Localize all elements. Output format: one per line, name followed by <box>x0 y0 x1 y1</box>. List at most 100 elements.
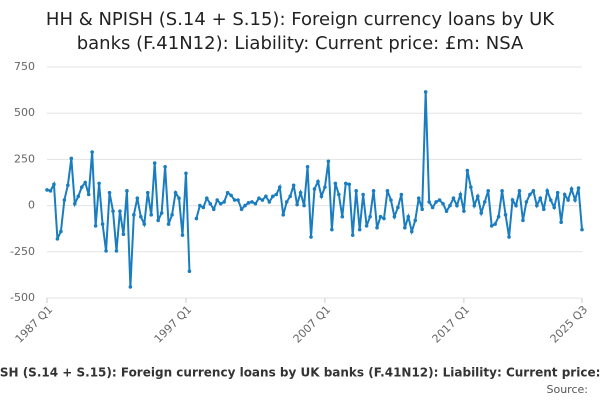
data-point <box>378 214 383 219</box>
data-point <box>323 185 327 189</box>
chart-title: HH & NPISH (S.14 + S.15): Foreign curren… <box>46 9 555 30</box>
data-point <box>156 218 160 223</box>
data-point <box>298 190 303 195</box>
data-point <box>246 201 251 205</box>
data-point <box>479 211 484 215</box>
data-point <box>215 198 220 202</box>
data-point <box>194 216 199 221</box>
data-point <box>177 196 181 201</box>
data-point <box>229 193 233 198</box>
data-point <box>253 201 258 206</box>
data-point <box>236 198 240 202</box>
data-point <box>284 200 289 204</box>
data-point <box>111 209 115 213</box>
data-point <box>517 189 522 193</box>
data-point <box>528 192 532 197</box>
data-point <box>562 192 567 197</box>
data-point <box>552 205 557 210</box>
data-point <box>205 196 209 201</box>
data-point <box>413 218 418 223</box>
data-point <box>555 190 560 195</box>
data-point <box>475 194 480 199</box>
data-point <box>423 90 428 94</box>
y-tick-label: 500 <box>14 106 35 119</box>
data-point <box>566 198 570 202</box>
data-point <box>277 185 282 189</box>
data-point <box>319 194 324 199</box>
data-point <box>312 187 317 191</box>
data-point <box>430 205 435 210</box>
data-point <box>350 233 355 237</box>
data-point <box>469 185 473 189</box>
data-point <box>482 200 487 204</box>
data-point <box>225 190 230 195</box>
data-point <box>507 235 511 239</box>
data-point <box>465 168 470 173</box>
data-point <box>416 196 421 201</box>
data-point <box>250 200 254 204</box>
data-point <box>399 192 404 197</box>
data-point <box>347 182 352 187</box>
data-point <box>218 201 223 206</box>
data-point <box>170 213 174 217</box>
data-point <box>198 203 202 208</box>
data-point <box>573 198 577 202</box>
data-point <box>97 181 101 186</box>
data-point <box>580 227 584 232</box>
x-tick-label: 2025 Q3 <box>548 303 591 346</box>
data-point <box>208 201 213 206</box>
data-point <box>486 189 491 193</box>
data-point <box>403 225 407 230</box>
data-point <box>302 203 306 208</box>
data-point <box>125 189 129 193</box>
data-point <box>545 189 550 193</box>
chart-title: banks (F.41N12): Liability: Current pric… <box>77 33 524 54</box>
data-point <box>239 207 244 212</box>
data-point <box>489 224 494 228</box>
data-point <box>55 237 60 241</box>
y-tick-label: 750 <box>14 60 35 73</box>
y-tick-label: -500 <box>10 291 35 304</box>
data-point <box>548 198 553 202</box>
data-point <box>333 181 338 186</box>
data-point <box>538 196 543 201</box>
data-point <box>114 249 119 253</box>
data-point <box>163 164 167 169</box>
data-point <box>149 213 154 217</box>
data-point <box>434 200 438 204</box>
legend-label: HH & NPISH (S.14 + S.15): Foreign curren… <box>0 366 600 380</box>
data-point <box>145 190 150 195</box>
data-point <box>66 183 70 188</box>
data-point <box>392 214 397 219</box>
data-point <box>396 205 400 210</box>
x-tick-label: 2017 Q1 <box>430 303 473 346</box>
x-tick-label: 2007 Q1 <box>291 303 334 346</box>
data-point <box>184 171 188 176</box>
data-point <box>524 200 529 204</box>
data-point <box>521 218 525 223</box>
data-point <box>62 198 67 202</box>
data-point <box>451 196 456 201</box>
data-point <box>159 211 164 215</box>
data-point <box>288 194 292 199</box>
data-point <box>271 194 275 199</box>
y-tick-label: 0 <box>28 199 35 212</box>
data-point <box>243 203 247 208</box>
data-point <box>343 181 348 186</box>
series-line <box>46 91 583 287</box>
data-point <box>52 182 56 187</box>
data-point <box>455 203 459 208</box>
data-point <box>503 213 508 217</box>
y-tick-label: 250 <box>14 152 35 165</box>
data-point <box>267 200 272 204</box>
data-point <box>305 164 310 169</box>
data-point <box>211 207 216 212</box>
data-point <box>138 214 143 219</box>
data-point <box>409 229 414 234</box>
data-point <box>576 186 581 190</box>
y-tick-label: -250 <box>10 245 35 258</box>
data-point <box>420 207 424 212</box>
data-point <box>368 214 372 219</box>
data-point <box>187 269 192 274</box>
